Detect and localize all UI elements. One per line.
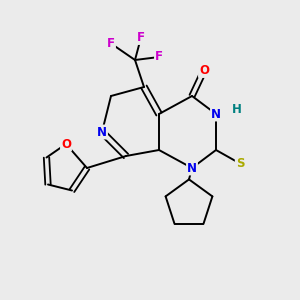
Text: H: H bbox=[232, 103, 242, 116]
Text: F: F bbox=[107, 37, 115, 50]
Text: N: N bbox=[211, 107, 221, 121]
Text: N: N bbox=[187, 161, 197, 175]
Text: O: O bbox=[61, 137, 71, 151]
Text: F: F bbox=[137, 31, 145, 44]
Text: O: O bbox=[199, 64, 209, 77]
Text: N: N bbox=[97, 125, 107, 139]
Text: S: S bbox=[236, 157, 244, 170]
Text: F: F bbox=[155, 50, 163, 64]
